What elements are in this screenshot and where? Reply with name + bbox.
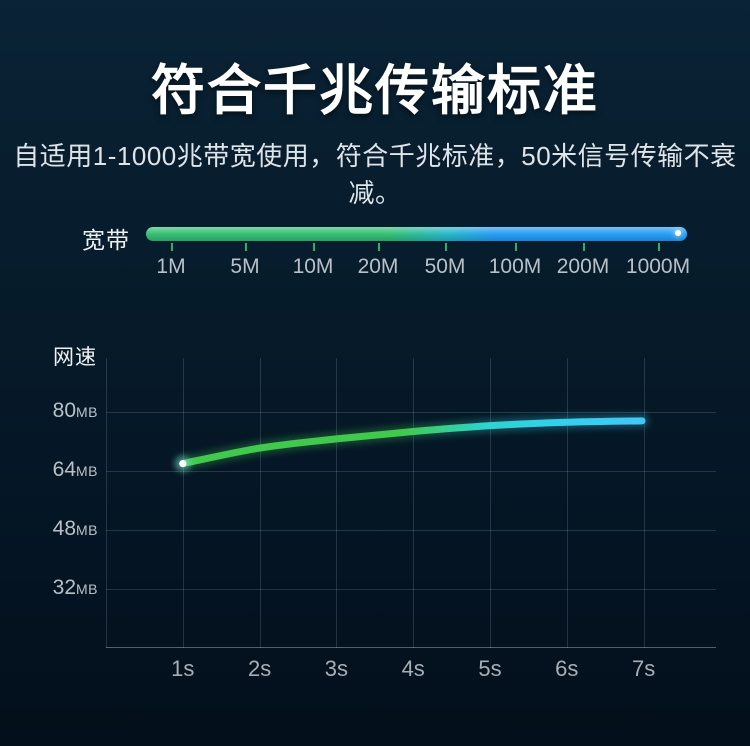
y-tick-unit: MB bbox=[76, 463, 98, 479]
bandwidth-tick-label: 1M bbox=[156, 255, 186, 278]
bandwidth-tick-label: 5M bbox=[230, 255, 260, 278]
y-axis-tick-label: 32MB bbox=[0, 576, 98, 600]
gridline-vertical bbox=[182, 358, 184, 648]
gridline-horizontal bbox=[106, 412, 716, 413]
x-axis-tick-label: 4s bbox=[401, 656, 425, 681]
chart-plot-area bbox=[106, 354, 716, 648]
y-tick-number: 48 bbox=[52, 517, 76, 540]
bandwidth-tick-label: 1000M bbox=[625, 255, 691, 278]
bandwidth-tick-mark bbox=[658, 243, 660, 251]
chart-title: 网速 bbox=[53, 346, 97, 369]
bandwidth-tick-mark bbox=[171, 243, 173, 251]
bandwidth-tick-label: 50M bbox=[424, 255, 466, 278]
bandwidth-tick-mark bbox=[313, 243, 315, 251]
bandwidth-gradient-bar bbox=[146, 227, 687, 241]
bandwidth-tick-label: 200M bbox=[556, 255, 610, 278]
page-title: 符合千兆传输标准 bbox=[151, 61, 599, 121]
bandwidth-tick-mark bbox=[583, 243, 585, 251]
y-axis-line bbox=[106, 358, 107, 648]
speed-curve-glow bbox=[175, 413, 649, 471]
bandwidth-tick-mark bbox=[245, 243, 247, 251]
y-tick-unit: MB bbox=[76, 581, 98, 597]
x-axis-tick-label: 5s bbox=[478, 656, 502, 681]
y-tick-unit: MB bbox=[76, 404, 98, 420]
y-axis-tick-label: 80MB bbox=[0, 399, 98, 423]
y-axis-tick-label: 64MB bbox=[0, 458, 98, 482]
gridline-vertical bbox=[413, 358, 415, 648]
bandwidth-tick-label: 100M bbox=[488, 255, 542, 278]
gridline-vertical bbox=[643, 358, 645, 648]
x-axis-tick-label: 1s bbox=[171, 656, 195, 681]
gridline-vertical bbox=[566, 358, 568, 648]
x-axis-tick-label: 3s bbox=[324, 656, 349, 681]
speed-curve bbox=[174, 413, 649, 472]
bandwidth-tick-label: 10M bbox=[292, 255, 334, 278]
x-axis-tick-label: 7s bbox=[631, 656, 656, 681]
gridline-horizontal bbox=[106, 589, 716, 590]
bandwidth-label: 宽带 bbox=[82, 227, 130, 253]
gridline-vertical bbox=[336, 358, 338, 648]
x-axis-line bbox=[106, 647, 716, 648]
page-subtitle: 自适用1-1000兆带宽使用，符合千兆标准，50米信号传输不衰减。 bbox=[13, 141, 737, 208]
y-tick-number: 64 bbox=[52, 458, 76, 481]
gridline-horizontal bbox=[106, 530, 716, 531]
curve-start-dot bbox=[179, 460, 187, 468]
bandwidth-tick-mark bbox=[378, 243, 380, 251]
bandwidth-bar-gloss bbox=[146, 227, 687, 241]
bandwidth-tick-mark bbox=[445, 243, 447, 251]
gridline-vertical bbox=[490, 358, 491, 648]
x-axis-tick-label: 6s bbox=[555, 656, 579, 681]
y-tick-number: 32 bbox=[52, 576, 76, 599]
bandwidth-tick-mark bbox=[515, 243, 517, 251]
speed-curve-line bbox=[179, 417, 646, 468]
y-tick-unit: MB bbox=[76, 522, 98, 538]
bandwidth-tick-label: 20M bbox=[357, 255, 399, 278]
bandwidth-endpoint-dot bbox=[675, 230, 681, 236]
y-axis-tick-label: 48MB bbox=[0, 517, 98, 541]
gridline-vertical bbox=[259, 358, 261, 648]
x-axis-tick-label: 2s bbox=[247, 656, 272, 681]
y-tick-number: 80 bbox=[52, 399, 76, 422]
gridline-horizontal bbox=[106, 471, 716, 472]
